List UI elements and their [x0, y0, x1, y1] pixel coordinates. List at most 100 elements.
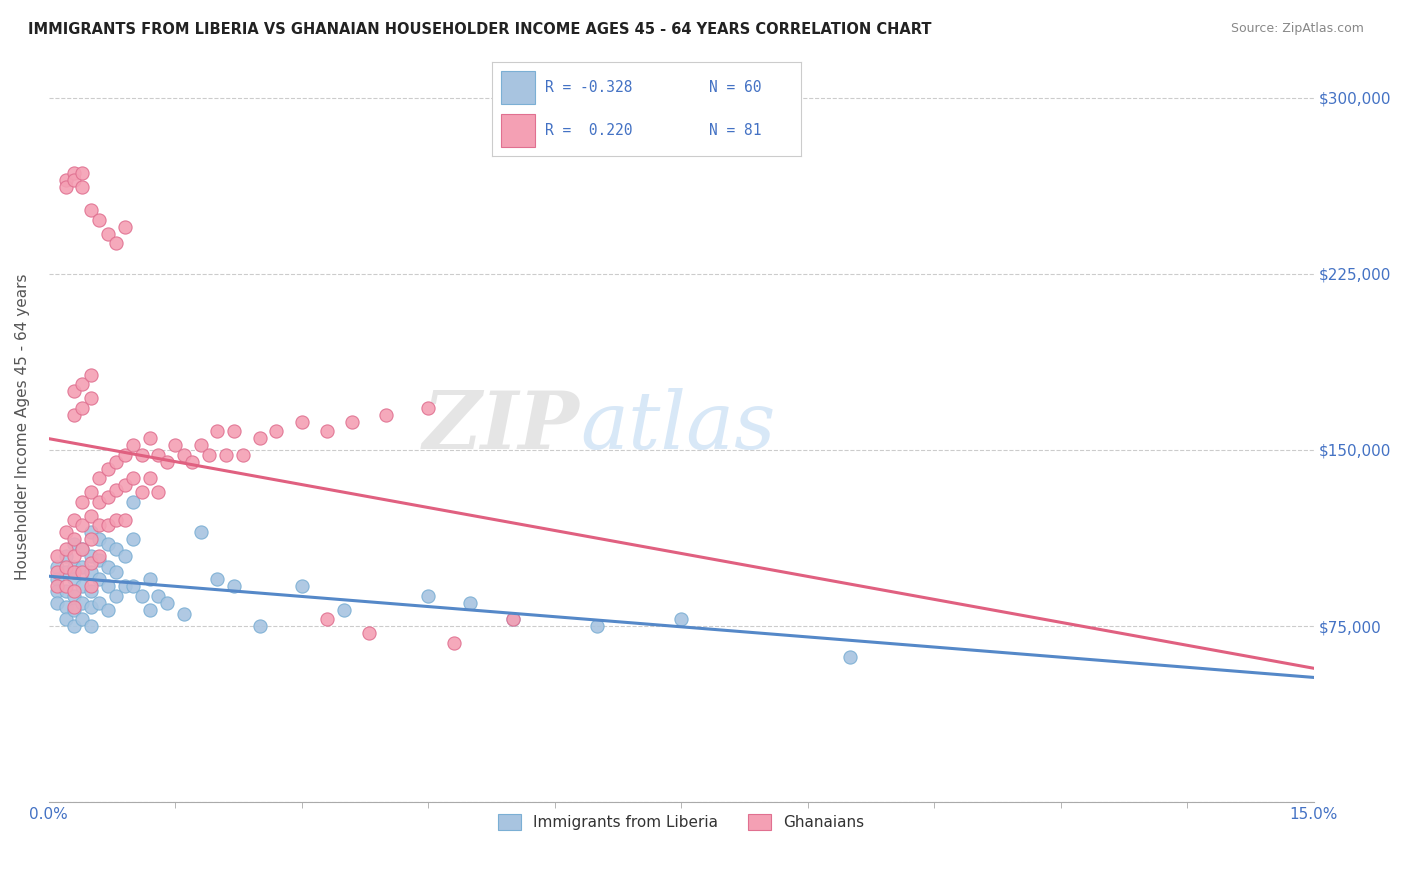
Text: IMMIGRANTS FROM LIBERIA VS GHANAIAN HOUSEHOLDER INCOME AGES 45 - 64 YEARS CORREL: IMMIGRANTS FROM LIBERIA VS GHANAIAN HOUS… — [28, 22, 932, 37]
Point — [63, 619, 86, 633]
Point — [63, 565, 86, 579]
Point — [63, 532, 86, 546]
Point — [80, 392, 103, 406]
Point — [80, 549, 103, 563]
Point — [80, 619, 103, 633]
Point — [55, 541, 77, 556]
Point — [156, 455, 179, 469]
Point — [63, 549, 86, 563]
Point — [122, 494, 145, 508]
Point — [502, 612, 524, 626]
Point — [316, 424, 339, 438]
Point — [55, 180, 77, 194]
Point — [97, 560, 120, 574]
Point — [72, 401, 94, 415]
Point — [55, 600, 77, 615]
Point — [207, 572, 229, 586]
Point — [89, 572, 111, 586]
Point — [443, 635, 465, 649]
Point — [114, 219, 136, 234]
Point — [89, 549, 111, 563]
Point — [97, 602, 120, 616]
Text: Source: ZipAtlas.com: Source: ZipAtlas.com — [1230, 22, 1364, 36]
Text: ZIP: ZIP — [423, 388, 581, 466]
FancyBboxPatch shape — [502, 114, 536, 147]
Point — [232, 448, 254, 462]
Point — [139, 471, 162, 485]
Point — [342, 415, 364, 429]
Point — [55, 549, 77, 563]
Point — [80, 203, 103, 218]
Point — [375, 408, 398, 422]
Point — [105, 483, 128, 497]
Point — [46, 596, 69, 610]
Point — [46, 565, 69, 579]
Point — [122, 438, 145, 452]
Point — [55, 579, 77, 593]
Point — [669, 612, 692, 626]
Point — [63, 537, 86, 551]
Point — [105, 236, 128, 251]
Point — [460, 596, 482, 610]
Point — [46, 560, 69, 574]
Point — [72, 518, 94, 533]
Text: N = 81: N = 81 — [709, 123, 761, 138]
Point — [80, 508, 103, 523]
Point — [72, 377, 94, 392]
Point — [72, 612, 94, 626]
Point — [105, 455, 128, 469]
Point — [114, 549, 136, 563]
Point — [97, 537, 120, 551]
Point — [72, 579, 94, 593]
Point — [89, 553, 111, 567]
FancyBboxPatch shape — [502, 70, 536, 103]
Point — [63, 408, 86, 422]
Point — [97, 227, 120, 241]
Point — [80, 583, 103, 598]
Point — [114, 513, 136, 527]
Point — [72, 560, 94, 574]
Point — [63, 166, 86, 180]
Point — [131, 589, 153, 603]
Point — [80, 525, 103, 540]
Point — [63, 589, 86, 603]
Point — [291, 415, 314, 429]
Point — [89, 471, 111, 485]
Point — [55, 583, 77, 598]
Point — [55, 173, 77, 187]
Point — [46, 579, 69, 593]
Point — [165, 438, 187, 452]
Point — [114, 448, 136, 462]
Point — [72, 541, 94, 556]
Point — [190, 438, 212, 452]
Point — [215, 448, 238, 462]
Y-axis label: Householder Income Ages 45 - 64 years: Householder Income Ages 45 - 64 years — [15, 273, 30, 580]
Text: R = -0.328: R = -0.328 — [544, 79, 633, 95]
Point — [190, 525, 212, 540]
Point — [224, 579, 246, 593]
Point — [316, 612, 339, 626]
Point — [72, 565, 94, 579]
Point — [418, 589, 440, 603]
Point — [105, 541, 128, 556]
Point — [46, 583, 69, 598]
Point — [63, 513, 86, 527]
Point — [359, 626, 381, 640]
Legend: Immigrants from Liberia, Ghanaians: Immigrants from Liberia, Ghanaians — [492, 808, 870, 836]
Point — [114, 579, 136, 593]
Point — [63, 600, 86, 615]
Text: R =  0.220: R = 0.220 — [544, 123, 633, 138]
Point — [105, 589, 128, 603]
Point — [72, 596, 94, 610]
Point — [89, 494, 111, 508]
Point — [80, 556, 103, 570]
Point — [122, 471, 145, 485]
Point — [97, 462, 120, 476]
Point — [224, 424, 246, 438]
Point — [72, 180, 94, 194]
Point — [122, 532, 145, 546]
Point — [63, 583, 86, 598]
Point — [249, 619, 271, 633]
Point — [502, 612, 524, 626]
Point — [139, 602, 162, 616]
